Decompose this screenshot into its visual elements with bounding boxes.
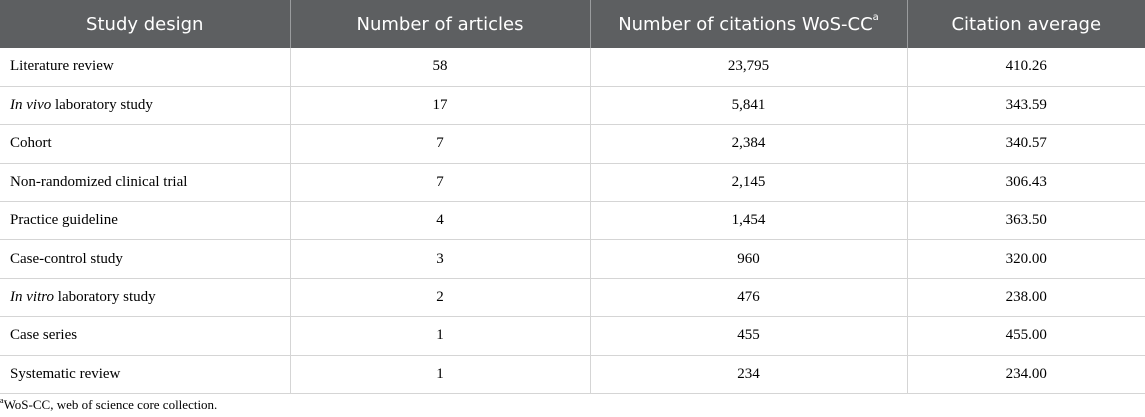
cell-citation-average: 455.00 [907, 316, 1145, 356]
table-header: Study design Number of articles Number o… [0, 0, 1145, 48]
study-design-italic-text: In vivo [10, 97, 52, 114]
cell-study-design: Cohort [0, 124, 291, 164]
cell-number-of-citations: 2,145 [590, 163, 908, 203]
cell-number-of-articles: 1 [290, 355, 591, 395]
table-row: Case series 1 455 455.00 [0, 316, 1145, 356]
table-row: Cohort 7 2,384 340.57 [0, 124, 1145, 164]
table-footnote: aWoS-CC, web of science core collection. [0, 396, 218, 413]
footnote-text: WoS-CC, web of science core collection. [3, 397, 218, 412]
cell-citation-average: 320.00 [907, 239, 1145, 279]
cell-number-of-articles: 3 [290, 239, 591, 279]
cell-citation-average: 343.59 [907, 86, 1145, 126]
study-design-text: Non-randomized clinical trial [10, 173, 188, 190]
cell-citation-average: 410.26 [907, 48, 1145, 87]
table-row: Systematic review 1 234 234.00 [0, 355, 1145, 395]
study-design-table: Study design Number of articles Number o… [0, 0, 1145, 395]
table-row: In vivo laboratory study 17 5,841 343.59 [0, 86, 1145, 126]
cell-citation-average: 363.50 [907, 201, 1145, 241]
cell-citation-average: 238.00 [907, 278, 1145, 318]
cell-study-design: Case series [0, 316, 291, 356]
cell-study-design: In vitro laboratory study [0, 278, 291, 318]
cell-number-of-citations: 476 [590, 278, 908, 318]
cell-number-of-articles: 4 [290, 201, 591, 241]
table-body: Literature review 58 23,795 410.26 In vivo l… [0, 48, 1145, 395]
study-design-text: Literature review [10, 58, 114, 75]
table-row: Practice guideline 4 1,454 363.50 [0, 201, 1145, 241]
table-row: Case-control study 3 960 320.00 [0, 239, 1145, 279]
cell-number-of-citations: 23,795 [590, 48, 908, 87]
table-row: Literature review 58 23,795 410.26 [0, 48, 1145, 87]
header-number-of-articles: Number of articles [290, 0, 591, 48]
table-row: Non-randomized clinical trial 7 2,145 306.4… [0, 163, 1145, 203]
cell-number-of-citations: 5,841 [590, 86, 908, 126]
header-study-design: Study design [0, 0, 291, 48]
cell-study-design: Case-control study [0, 239, 291, 279]
cell-citation-average: 306.43 [907, 163, 1145, 203]
cell-number-of-articles: 7 [290, 163, 591, 203]
study-design-text: laboratory study [54, 289, 156, 306]
table-row: In vitro laboratory study 2 476 238.00 [0, 278, 1145, 318]
cell-number-of-citations: 2,384 [590, 124, 908, 164]
study-design-text: laboratory study [51, 97, 153, 114]
study-design-text: Systematic review [10, 365, 121, 382]
cell-citation-average: 340.57 [907, 124, 1145, 164]
study-design-italic-text: In vitro [10, 289, 55, 306]
cell-study-design: Systematic review [0, 355, 291, 395]
cell-study-design: In vivo laboratory study [0, 86, 291, 126]
cell-number-of-citations: 960 [590, 239, 908, 279]
cell-study-design: Practice guideline [0, 201, 291, 241]
cell-number-of-articles: 1 [290, 316, 591, 356]
cell-number-of-citations: 1,454 [590, 201, 908, 241]
cell-number-of-citations: 234 [590, 355, 908, 395]
header-citation-average: Citation average [951, 13, 1102, 35]
cell-study-design: Literature review [0, 48, 291, 87]
study-design-text: Case-control study [10, 250, 123, 267]
header-number-of-citations: Number of citations WoS-CCa [590, 0, 908, 48]
cell-number-of-articles: 17 [290, 86, 591, 126]
study-design-text: Case series [10, 327, 78, 344]
cell-number-of-articles: 7 [290, 124, 591, 164]
cell-number-of-articles: 58 [290, 48, 591, 87]
header-row: Study design Number of articles Number o… [0, 0, 1145, 48]
cell-number-of-articles: 2 [290, 278, 591, 318]
cell-study-design: Non-randomized clinical trial [0, 163, 291, 203]
cell-number-of-citations: 455 [590, 316, 908, 356]
header-footnote-marker: a [872, 11, 879, 23]
study-design-text: Practice guideline [10, 212, 118, 229]
study-design-text: Cohort [10, 135, 52, 152]
footnote-marker: a [0, 396, 4, 405]
cell-citation-average: 234.00 [907, 355, 1145, 395]
